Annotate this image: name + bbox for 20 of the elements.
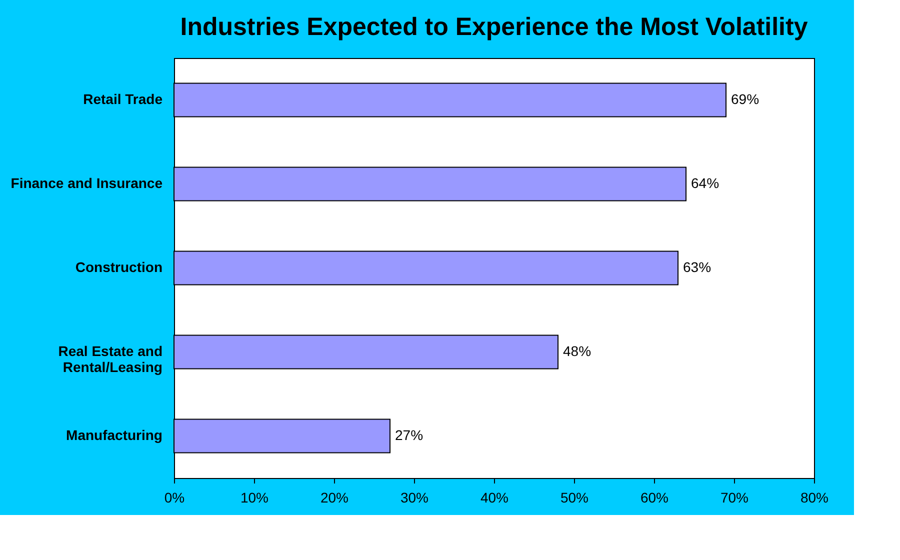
data-label: 48% bbox=[563, 343, 592, 359]
x-tick-label: 0% bbox=[164, 490, 185, 506]
data-label: 64% bbox=[691, 175, 720, 191]
x-tick-label: 50% bbox=[560, 490, 589, 506]
x-tick-label: 20% bbox=[320, 490, 349, 506]
x-tick-label: 80% bbox=[800, 490, 829, 506]
x-tick-label: 40% bbox=[480, 490, 509, 506]
y-tick-label: Construction bbox=[75, 259, 162, 275]
x-tick-label: 10% bbox=[240, 490, 269, 506]
y-tick-label: Retail Trade bbox=[83, 91, 163, 107]
data-label: 63% bbox=[683, 259, 712, 275]
y-tick-label: Manufacturing bbox=[66, 427, 162, 443]
x-tick-label: 30% bbox=[400, 490, 429, 506]
data-label: 27% bbox=[395, 427, 424, 443]
data-label: 69% bbox=[731, 91, 760, 107]
chart-title: Industries Expected to Experience the Most Volatility bbox=[180, 13, 808, 41]
y-tick-label: Finance and Insurance bbox=[10, 175, 163, 191]
y-tick-label: Real Estate and Rental/Leasing bbox=[58, 343, 162, 375]
x-tick-label: 70% bbox=[720, 490, 749, 506]
x-tick-label: 60% bbox=[640, 490, 669, 506]
